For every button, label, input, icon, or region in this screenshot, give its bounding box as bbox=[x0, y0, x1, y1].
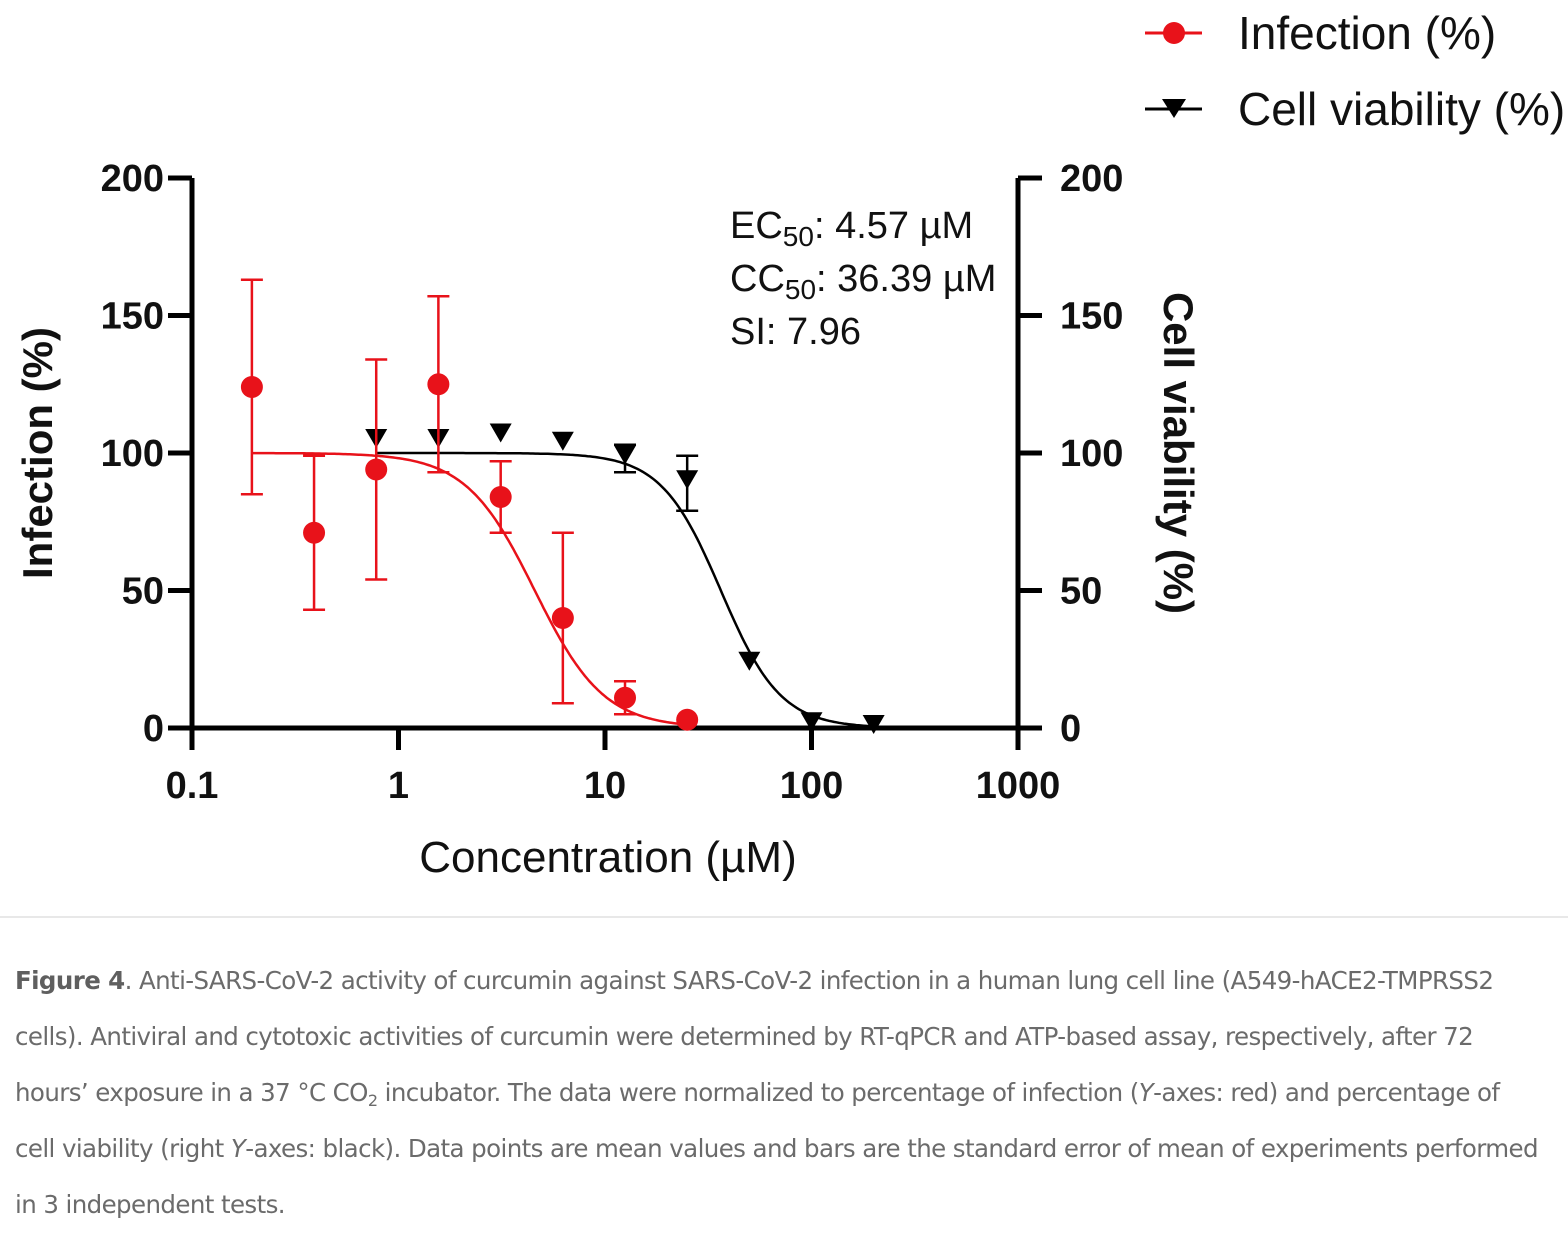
legend-marker-viability bbox=[1162, 99, 1186, 118]
divider bbox=[0, 916, 1568, 918]
data-point-viability bbox=[800, 712, 823, 732]
caption-sub: 2 bbox=[367, 1091, 378, 1110]
y-tick-label-right: 200 bbox=[1060, 158, 1123, 200]
data-point-infection bbox=[427, 373, 450, 396]
caption-text-3: -axes: red) and percentage of cell viabi… bbox=[15, 1078, 1500, 1163]
x-tick-label: 100 bbox=[780, 765, 843, 807]
data-point-viability bbox=[738, 651, 761, 671]
y-tick-label-left: 50 bbox=[122, 571, 164, 613]
y-tick-label-right: 150 bbox=[1060, 296, 1123, 338]
caption-text-4: -axes: black). Data points are mean valu… bbox=[15, 1134, 1539, 1219]
y-tick-label-right: 100 bbox=[1060, 433, 1123, 475]
data-point-viability bbox=[614, 445, 637, 465]
y-tick-label-left: 0 bbox=[143, 708, 164, 750]
caption-text-2: incubator. The data were normalized to p… bbox=[377, 1078, 1140, 1107]
data-point-viability bbox=[551, 431, 574, 451]
fit-curve-infection bbox=[251, 451, 688, 726]
annotation-cc: CC50: 36.39 µM bbox=[730, 258, 996, 305]
annotation-box: EC50: 4.57 µM CC50: 36.39 µM SI: 7.96 bbox=[730, 205, 996, 353]
y-axis-title-left: Infection (%) bbox=[14, 327, 61, 579]
figure-caption: Figure 4. Anti-SARS-CoV-2 activity of cu… bbox=[15, 953, 1545, 1233]
y-tick-label-left: 200 bbox=[101, 158, 164, 200]
data-point-viability bbox=[676, 470, 699, 490]
data-point-infection bbox=[676, 708, 699, 731]
y-tick-label-right: 50 bbox=[1060, 571, 1102, 613]
data-point-infection bbox=[614, 686, 637, 709]
data-point-viability bbox=[489, 423, 512, 443]
legend-label-infection: Infection (%) bbox=[1238, 7, 1496, 59]
caption-text-1: . Anti-SARS-CoV-2 activity of curcumin a… bbox=[15, 966, 1494, 1107]
data-point-infection bbox=[303, 521, 326, 544]
x-tick-label: 1000 bbox=[976, 765, 1061, 807]
legend: Infection (%) Cell viability (%) bbox=[1145, 7, 1565, 135]
caption-label: Figure 4 bbox=[15, 966, 125, 995]
x-tick-label: 0.1 bbox=[166, 765, 219, 807]
data-point-infection bbox=[551, 607, 574, 629]
axes: 0 0 50 50 100 100 150 150 200 200 0.1 1 10 100 1000 bbox=[101, 158, 1124, 807]
data-point-viability bbox=[862, 715, 885, 734]
y-tick-label-left: 100 bbox=[101, 433, 164, 475]
legend-label-viability: Cell viability (%) bbox=[1238, 83, 1565, 135]
annotation-ec: EC50: 4.57 µM bbox=[730, 205, 973, 252]
x-tick-label: 1 bbox=[388, 765, 409, 807]
dose-response-chart: 0 0 50 50 100 100 150 150 200 200 0.1 1 10 100 1000 EC… bbox=[14, 7, 1565, 882]
y-tick-label-right: 0 bbox=[1060, 708, 1081, 750]
data-marks bbox=[240, 278, 885, 734]
annotation-si: SI: 7.96 bbox=[730, 311, 861, 353]
data-point-infection bbox=[489, 486, 512, 508]
x-tick-label: 10 bbox=[584, 765, 626, 807]
y-tick-label-left: 150 bbox=[101, 296, 164, 338]
data-point-infection bbox=[240, 376, 263, 398]
caption-italic-2: Y bbox=[230, 1134, 246, 1163]
data-point-infection bbox=[365, 458, 388, 481]
x-axis-title: Concentration (µM) bbox=[419, 833, 796, 882]
caption-italic-1: Y bbox=[1138, 1078, 1154, 1107]
legend-marker-infection bbox=[1163, 22, 1185, 44]
y-axis-title-right: Cell viability (%) bbox=[1155, 292, 1202, 614]
